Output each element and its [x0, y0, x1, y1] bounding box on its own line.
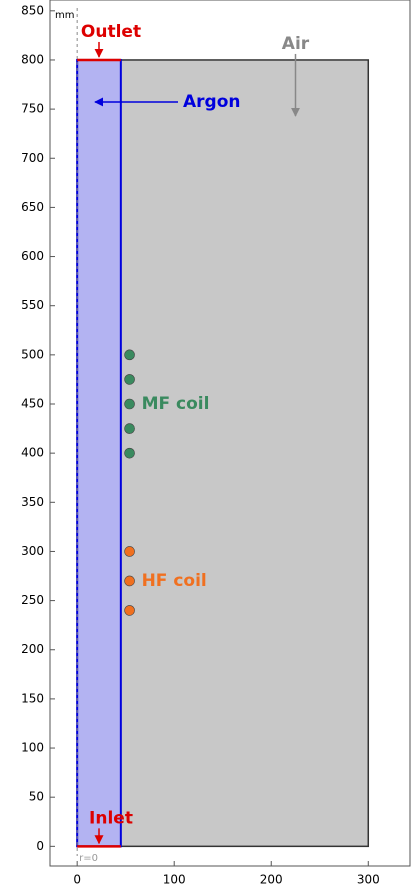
y-tick-label: 300 [21, 544, 44, 558]
coil [124, 605, 135, 616]
boundary-label: Inlet [89, 808, 133, 828]
coil [124, 546, 135, 557]
y-tick-label: 200 [21, 642, 44, 656]
y-tick-label: 250 [21, 593, 44, 607]
y-tick-label: 650 [21, 200, 44, 214]
y-tick-label: 550 [21, 298, 44, 312]
coil [124, 447, 135, 459]
y-tick-label: 0 [36, 839, 44, 853]
domain-label: Argon [183, 92, 241, 112]
y-tick-label: 700 [21, 151, 44, 165]
origin-label: r=0 [79, 853, 98, 864]
y-tick-label: 400 [21, 446, 44, 460]
y-tick-label: 350 [21, 495, 44, 509]
unit-label: mm [55, 10, 74, 21]
coil-label: MF coil [142, 394, 210, 414]
coil [124, 398, 135, 410]
coil-label: HF coil [142, 571, 207, 591]
x-tick-label: 100 [163, 873, 186, 887]
y-tick-label: 150 [21, 691, 44, 705]
y-tick-label: 100 [21, 741, 44, 755]
y-tick-label: 50 [29, 790, 44, 804]
y-tick-label: 750 [21, 102, 44, 116]
coil [124, 575, 135, 587]
domain-label: Air [282, 34, 310, 54]
x-tick-label: 300 [357, 873, 380, 887]
y-tick-label: 450 [21, 397, 44, 411]
boundary-label: Outlet [81, 22, 141, 42]
x-tick-label: 0 [73, 873, 81, 887]
coil [124, 349, 135, 361]
x-tick-label: 200 [260, 873, 283, 887]
y-tick-label: 800 [21, 52, 44, 66]
domain [76, 58, 122, 848]
coil [124, 423, 135, 434]
y-tick-label: 500 [21, 347, 44, 361]
coil [124, 374, 135, 385]
y-tick-label: 850 [21, 3, 44, 17]
y-tick-label: 600 [21, 249, 44, 263]
